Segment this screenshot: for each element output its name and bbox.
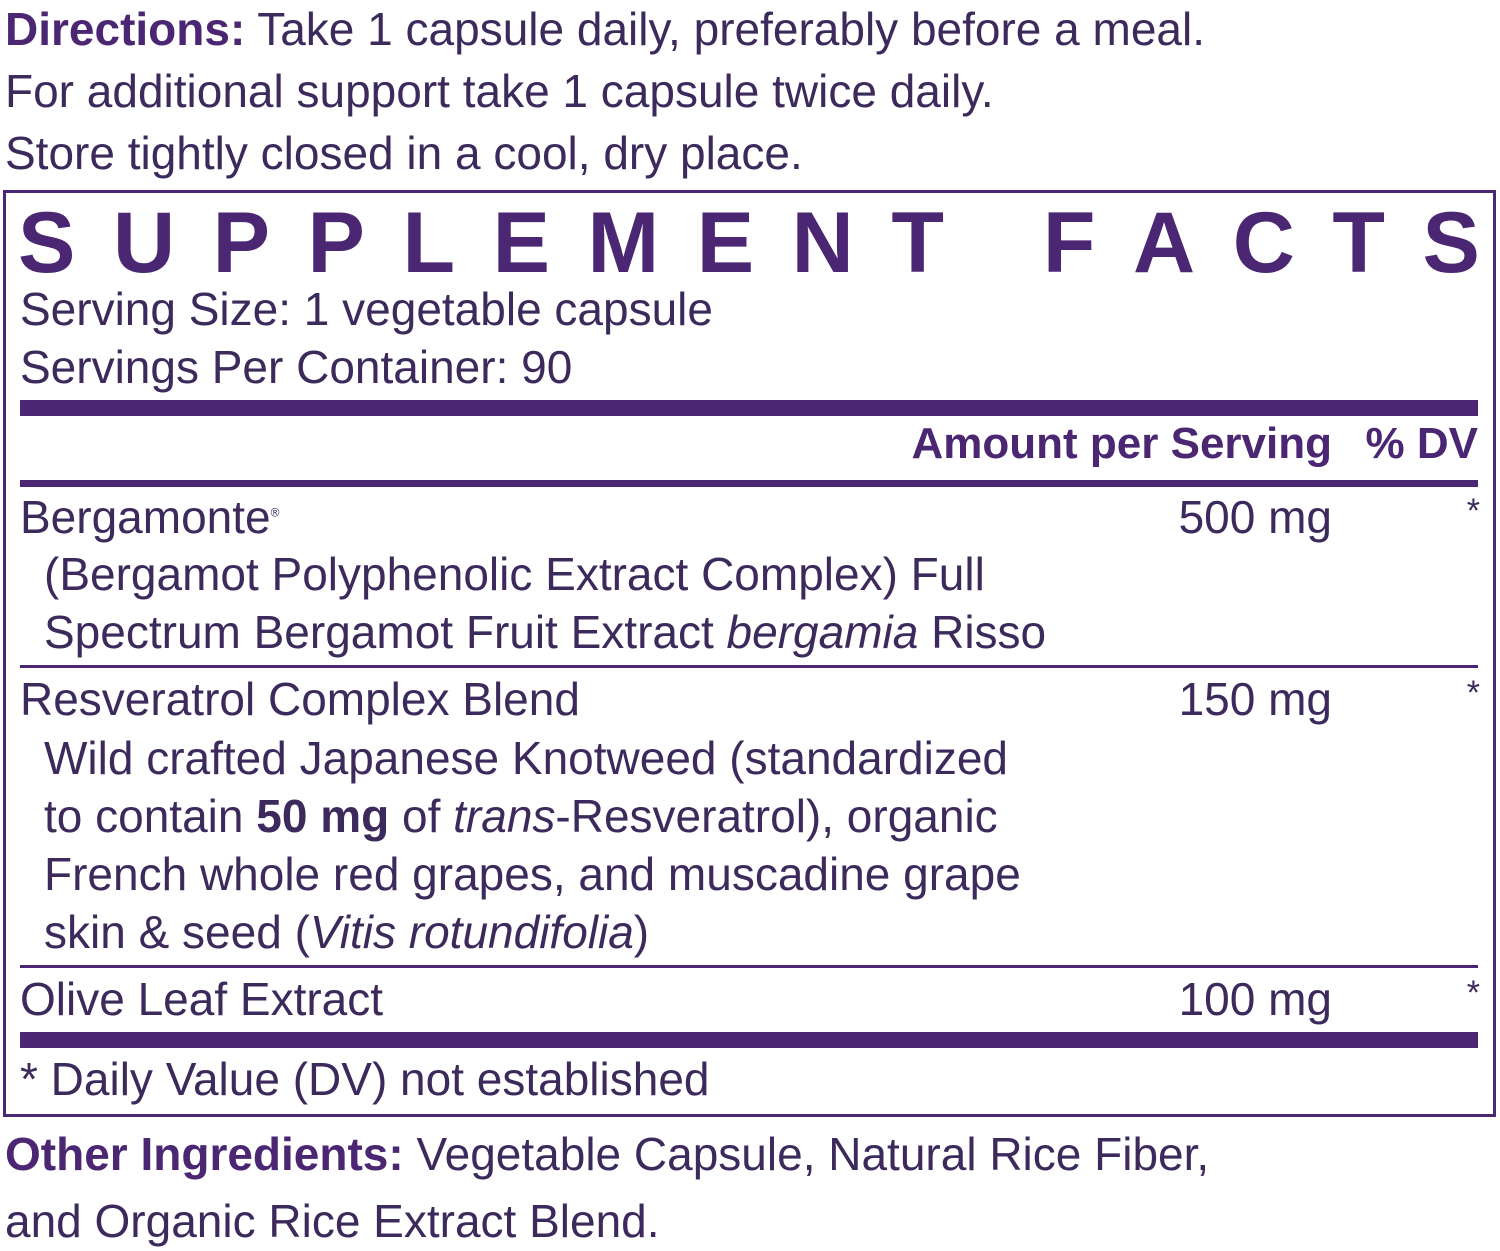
supplement-facts-panel	[3, 190, 1496, 1117]
ingredient-dv: *	[1466, 674, 1480, 712]
ingredient-name: Olive Leaf Extract	[20, 973, 384, 1025]
thick-divider	[20, 1032, 1478, 1048]
servings-per-container: Servings Per Container: 90	[20, 341, 573, 393]
ingredient-amount: 500 mg	[1178, 491, 1332, 543]
ingredient-amount: 150 mg	[1178, 673, 1332, 725]
title-letter: A	[1133, 195, 1196, 291]
other-ingredients-label: Other Ingredients:	[5, 1128, 404, 1180]
title-letter: U	[112, 195, 176, 291]
title-letter: P	[212, 195, 270, 291]
title-letter: T	[1332, 195, 1385, 291]
title-letter: E	[492, 195, 550, 291]
ingredient-name: Resveratrol Complex Blend	[20, 673, 580, 725]
directions-label: Directions:	[5, 3, 246, 55]
ingredient-description: skin & seed (Vitis rotundifolia)	[44, 906, 650, 958]
title-letter: S	[18, 195, 76, 291]
other-ingredients-line-1: Other Ingredients: Vegetable Capsule, Na…	[5, 1128, 1210, 1180]
ingredient-amount: 100 mg	[1178, 973, 1332, 1025]
other-ingredients-line-2: and Organic Rice Extract Blend.	[5, 1195, 660, 1247]
directions-line-3: Store tightly closed in a cool, dry plac…	[5, 127, 803, 179]
thick-divider	[20, 400, 1478, 416]
title-letter: P	[307, 195, 365, 291]
directions-text: Take 1 capsule daily, preferably before …	[257, 3, 1206, 55]
thin-divider	[20, 965, 1478, 968]
ingredient-description: Spectrum Bergamot Fruit Extract bergamia…	[44, 606, 1047, 658]
ingredient-description: French whole red grapes, and muscadine g…	[44, 848, 1021, 900]
medium-divider	[20, 480, 1478, 487]
thin-divider	[20, 665, 1478, 668]
serving-size: Serving Size: 1 vegetable capsule	[20, 283, 713, 335]
title-letter: C	[1232, 195, 1295, 291]
ingredient-dv: *	[1466, 974, 1480, 1012]
title-letter: L	[402, 195, 456, 291]
directions-line-2: For additional support take 1 capsule tw…	[5, 65, 994, 117]
title-letter: T	[891, 195, 944, 291]
title-letter: F	[1042, 195, 1096, 291]
ingredient-dv: *	[1466, 492, 1480, 530]
ingredient-description: Wild crafted Japanese Knotweed (standard…	[44, 732, 1009, 784]
title-letter: M	[587, 195, 660, 291]
dv-header: % DV	[1365, 419, 1478, 468]
title-letter: N	[791, 195, 854, 291]
footnote: * Daily Value (DV) not established	[20, 1053, 710, 1105]
ingredient-name: Bergamonte®	[20, 491, 280, 543]
ingredient-description: to contain 50 mg of trans-Resveratrol), …	[44, 790, 998, 842]
title-letter: S	[1422, 195, 1480, 291]
title-letter	[981, 200, 1005, 286]
ingredient-description: (Bergamot Polyphenolic Extract Complex) …	[44, 548, 985, 600]
amount-header: Amount per Serving	[911, 419, 1333, 468]
title-letter: E	[696, 195, 755, 291]
directions-line-1: Directions: Take 1 capsule daily, prefer…	[5, 6, 1205, 52]
